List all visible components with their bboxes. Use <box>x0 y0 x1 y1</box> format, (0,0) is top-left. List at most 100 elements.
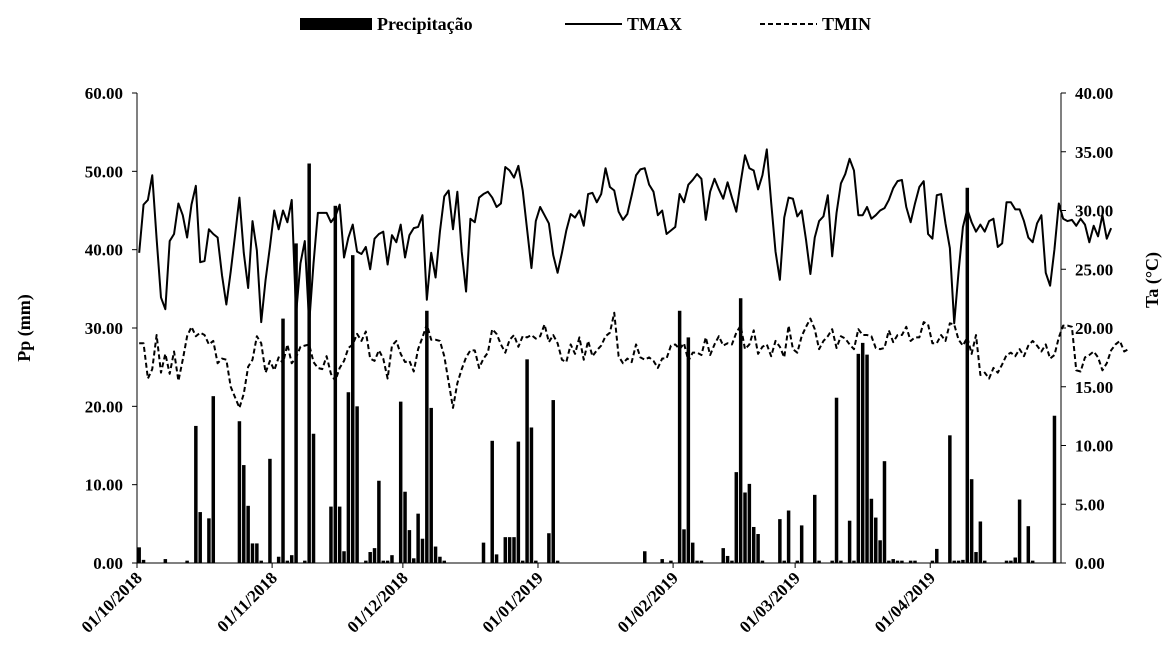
precipitation-bar <box>734 472 739 563</box>
precipitation-bar <box>830 560 834 563</box>
precipitation-bar <box>935 548 939 563</box>
precipitation-bar <box>551 400 555 563</box>
y-left-tick-label: 60.00 <box>85 84 123 103</box>
x-tick-label: 01/02/2019 <box>614 568 682 636</box>
precipitation-bar <box>913 560 917 563</box>
precipitation-bar <box>207 518 211 563</box>
precipitation-bar <box>677 310 682 563</box>
precipitation-bar <box>782 560 786 563</box>
x-tick-label: 01/11/2018 <box>213 568 281 636</box>
precipitation-bar <box>660 559 664 563</box>
precipitation-bar <box>1026 526 1031 563</box>
precipitation-bar <box>882 461 887 563</box>
y-right-tick-label: 30.00 <box>1075 202 1113 221</box>
precipitation-bar <box>756 534 760 563</box>
x-tick-label: 01/12/2018 <box>343 568 411 636</box>
legend-label-tmin: TMIN <box>822 14 871 34</box>
precipitation-bar <box>891 559 895 563</box>
precipitation-bar <box>1017 499 1022 563</box>
y-axis-left-title: Pp (mm) <box>14 294 35 361</box>
precipitation-bar <box>847 520 852 563</box>
x-tick-label: 01/03/2019 <box>736 568 804 636</box>
precipitation-bar <box>303 560 307 563</box>
precipitation-bar <box>952 560 956 563</box>
precipitation-bar <box>351 255 355 563</box>
precipitation-bar <box>547 533 551 563</box>
precipitation-bar <box>529 427 534 563</box>
legend-label-tmax: TMAX <box>627 14 682 34</box>
precipitation-bar <box>1030 560 1035 563</box>
precipitation-bar <box>778 519 782 563</box>
precipitation-bar <box>364 560 368 563</box>
precipitation-bar <box>555 560 560 563</box>
x-tick-label: 01/10/2018 <box>78 568 146 636</box>
precipitation-bar <box>908 560 913 563</box>
precipitation-bar <box>368 552 372 563</box>
precipitation-bar <box>503 537 508 563</box>
legend-label-precipitation: Precipitação <box>377 14 473 34</box>
y-right-tick-label: 10.00 <box>1075 437 1113 456</box>
precipitation-bar <box>747 483 752 563</box>
precipitation-bar <box>429 407 433 563</box>
precipitation-bar <box>786 510 791 563</box>
precipitation-bar <box>337 506 342 563</box>
precipitation-bar <box>438 556 442 563</box>
precipitation-bar <box>276 556 281 563</box>
precipitation-bar <box>956 560 961 563</box>
precipitation-bar <box>390 555 394 563</box>
precipitation-bar <box>372 548 377 563</box>
precipitation-bar <box>512 537 516 563</box>
precipitation-bar <box>751 526 756 563</box>
precipitation-bar <box>255 543 259 563</box>
precipitation-bar <box>695 560 699 563</box>
precipitation-bar <box>895 560 900 563</box>
precipitation-bar <box>381 560 385 563</box>
precipitation-bar <box>817 560 821 563</box>
precipitation-bar <box>961 559 965 563</box>
precipitation-bar <box>1013 557 1017 563</box>
y-right-tick-label: 5.00 <box>1075 495 1105 514</box>
precipitation-bar <box>294 243 298 563</box>
precipitation-bar <box>385 560 390 563</box>
precipitation-bar <box>481 542 486 563</box>
precipitation-bar <box>525 359 529 563</box>
precipitation-bar <box>329 506 333 563</box>
precipitation-bar <box>795 560 800 563</box>
precipitation-bar <box>965 187 970 563</box>
y-left-tick-label: 30.00 <box>85 319 123 338</box>
series-line-tmax <box>138 148 1113 325</box>
y-right-tick-label: 35.00 <box>1075 143 1113 162</box>
y-right-tick-label: 20.00 <box>1075 319 1113 338</box>
precipitation-bar <box>398 401 403 563</box>
precipitation-bar <box>799 525 804 563</box>
precipitation-bar <box>285 560 290 563</box>
y-left-tick-label: 20.00 <box>85 397 123 416</box>
precipitation-bar <box>185 560 189 563</box>
precipitation-bar <box>760 560 765 563</box>
precipitation-bar <box>1009 560 1013 563</box>
precipitation-bar <box>834 397 839 563</box>
precipitation-bar <box>237 421 242 563</box>
y-right-tick-label: 40.00 <box>1075 84 1113 103</box>
precipitation-bar <box>250 543 255 563</box>
precipitation-bar <box>520 560 525 563</box>
precipitation-bar <box>346 392 351 563</box>
precipitation-bar <box>856 353 861 563</box>
precipitation-bar <box>643 551 647 563</box>
legend: Precipitação TMAX TMIN <box>300 14 871 34</box>
precipitation-bar <box>490 440 494 563</box>
precipitation-bar <box>289 555 294 563</box>
y-left-tick-label: 0.00 <box>93 554 123 573</box>
x-tick-label: 01/04/2019 <box>871 568 939 636</box>
precipitation-bar <box>141 559 146 563</box>
y-right-tick-label: 25.00 <box>1075 260 1113 279</box>
precipitation-bar <box>311 433 316 563</box>
precipitation-bar <box>355 406 359 563</box>
precipitation-bar <box>887 560 891 563</box>
precipitation-bar <box>137 547 141 563</box>
precipitation-bar <box>874 517 878 563</box>
precipitation-bar <box>982 560 987 563</box>
precipitation-bar <box>377 480 381 563</box>
precipitation-bar <box>242 465 246 563</box>
